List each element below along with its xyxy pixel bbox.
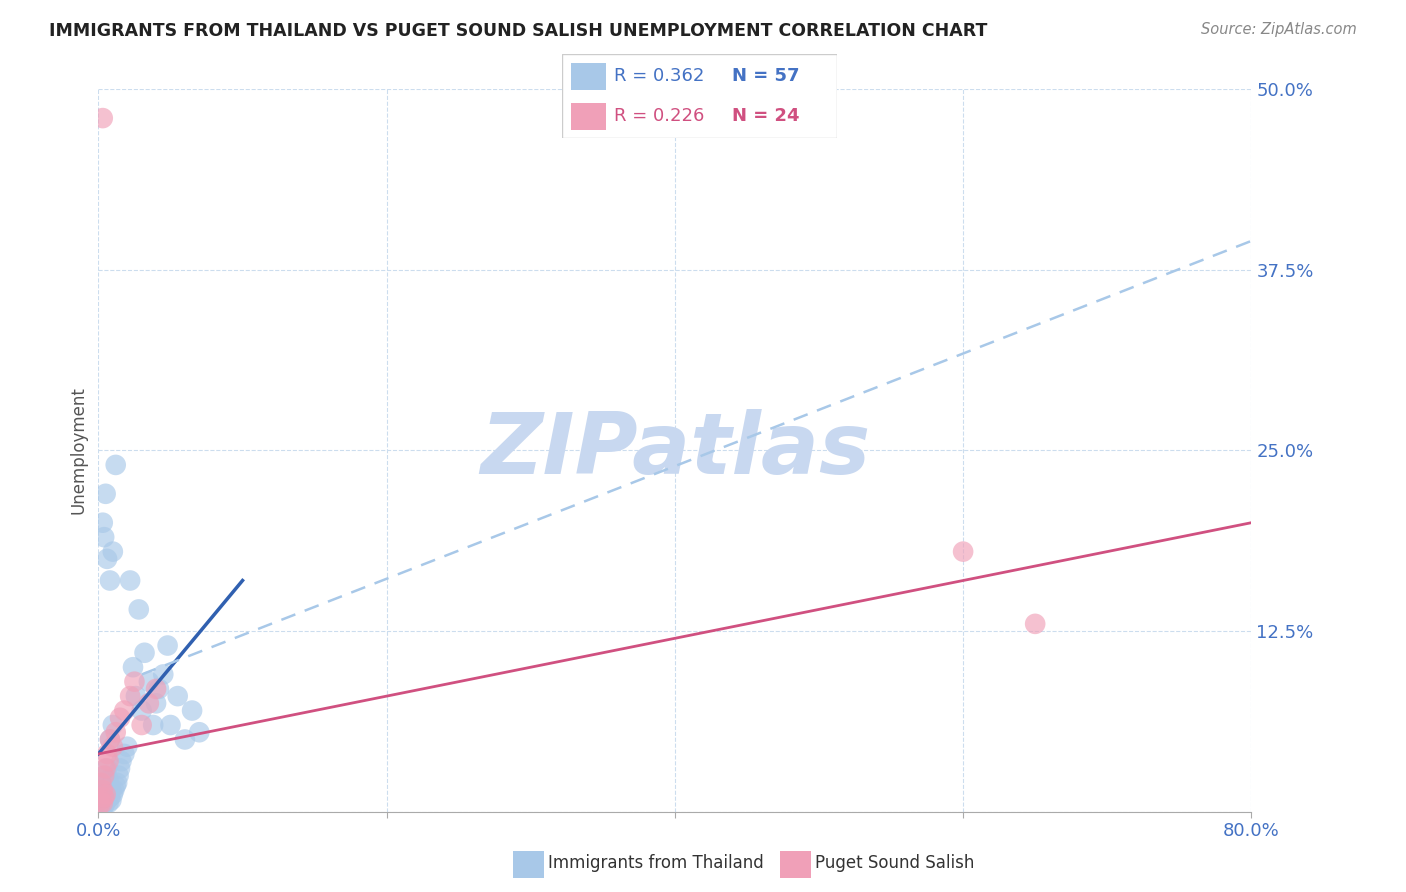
Point [138,696,160,710]
Point [100,783,122,797]
Point [122,660,145,674]
Text: ZIPatlas: ZIPatlas [479,409,870,492]
FancyBboxPatch shape [571,103,606,130]
Point [104,458,127,472]
Point [98,732,121,747]
Y-axis label: Unemployment: Unemployment [69,386,87,515]
Point [105,776,128,790]
Point [89,797,111,812]
Point [91,783,114,797]
Point [94,769,117,783]
Point [124,674,146,689]
Point [134,646,156,660]
Point [101,788,124,802]
Point [100,793,122,807]
Point [159,718,181,732]
Point [131,718,153,732]
Point [101,544,124,558]
Point [96,793,118,807]
Point [93,779,115,793]
Point [94,776,117,790]
Point [138,674,160,689]
Point [117,739,139,754]
Point [90,776,112,790]
Point [142,718,165,732]
Point [91,800,114,814]
Point [101,718,124,732]
Point [91,796,114,810]
Point [97,784,120,798]
Point [96,761,118,775]
Point [156,639,179,653]
Point [128,602,150,616]
Point [94,788,117,802]
Point [94,487,117,501]
Point [91,783,114,797]
Point [97,772,120,787]
Point [90,788,112,802]
Point [108,711,131,725]
Point [98,574,121,588]
Point [181,704,204,718]
Point [112,747,135,761]
Point [94,795,117,809]
Point [93,791,115,805]
Text: R = 0.226: R = 0.226 [614,107,704,125]
Point [107,769,129,783]
Point [145,696,167,710]
Text: IMMIGRANTS FROM THAILAND VS PUGET SOUND SALISH UNEMPLOYMENT CORRELATION CHART: IMMIGRANTS FROM THAILAND VS PUGET SOUND … [49,22,987,40]
Text: Immigrants from Thailand: Immigrants from Thailand [548,855,763,872]
Point [94,790,117,805]
Point [952,544,974,558]
Point [89,797,111,812]
Point [188,725,211,739]
Point [145,681,167,696]
Point [94,761,117,775]
Point [90,793,112,807]
Point [108,761,131,775]
Point [104,779,127,793]
Point [90,793,112,807]
Point [166,689,188,703]
Point [98,732,121,747]
Text: R = 0.362: R = 0.362 [614,68,704,86]
Text: Puget Sound Salish: Puget Sound Salish [815,855,974,872]
Point [1024,616,1046,631]
Point [91,796,114,810]
Text: N = 24: N = 24 [733,107,800,125]
Point [174,732,197,747]
FancyBboxPatch shape [571,62,606,90]
Point [112,704,135,718]
Point [93,790,115,805]
Point [120,574,142,588]
Text: Source: ZipAtlas.com: Source: ZipAtlas.com [1201,22,1357,37]
Point [93,799,115,814]
Point [98,790,121,805]
Point [104,725,127,739]
Point [152,667,174,681]
Point [103,783,125,797]
Point [93,530,115,544]
Point [91,516,114,530]
Point [96,551,118,566]
Text: N = 57: N = 57 [733,68,800,86]
Point [91,111,114,125]
FancyBboxPatch shape [562,54,837,138]
Point [120,689,142,703]
Point [97,754,120,768]
Point [125,689,148,703]
Point [97,796,120,810]
Point [110,754,132,768]
Point [96,788,118,802]
Point [148,681,170,696]
Point [93,769,115,783]
Point [101,739,124,754]
Point [96,747,118,761]
Point [131,704,153,718]
